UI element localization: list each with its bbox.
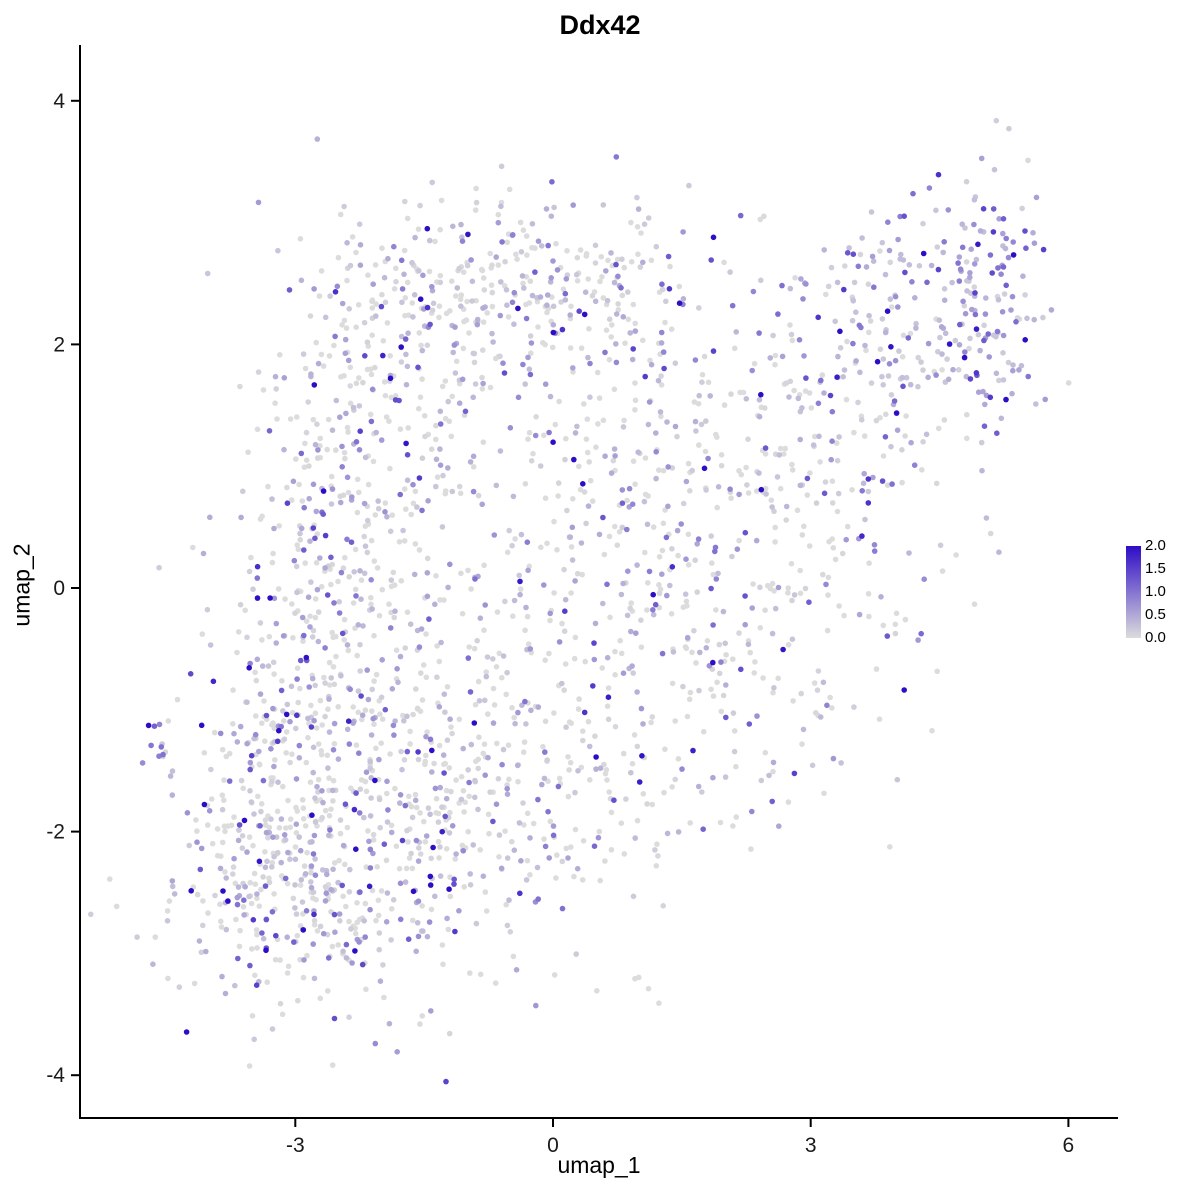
svg-text:0: 0	[53, 577, 65, 600]
legend-tick-label: 0.0	[1145, 629, 1166, 646]
plot-title: Ddx42	[559, 10, 641, 40]
svg-text:0: 0	[547, 1134, 559, 1157]
svg-text:4: 4	[53, 90, 65, 113]
legend-tick-label: 0.5	[1145, 606, 1166, 623]
y-axis-label: umap_2	[8, 543, 35, 627]
svg-text:-3: -3	[286, 1134, 305, 1157]
expression-legend: 2.0 1.5 1.0 0.5 0.0	[1126, 537, 1198, 646]
svg-text:3: 3	[805, 1134, 817, 1157]
svg-text:-4: -4	[46, 1064, 65, 1087]
legend-gradient-bar	[1126, 546, 1141, 638]
svg-text:2: 2	[53, 333, 65, 356]
svg-text:6: 6	[1063, 1134, 1075, 1157]
legend-tick-label: 1.0	[1145, 583, 1166, 600]
legend-tick-label: 1.5	[1145, 560, 1166, 577]
x-axis-label: umap_1	[557, 1152, 641, 1178]
legend-tick-labels: 2.0 1.5 1.0 0.5 0.0	[1145, 537, 1197, 646]
legend-tick-label: 2.0	[1145, 537, 1166, 554]
svg-text:-2: -2	[46, 821, 65, 844]
